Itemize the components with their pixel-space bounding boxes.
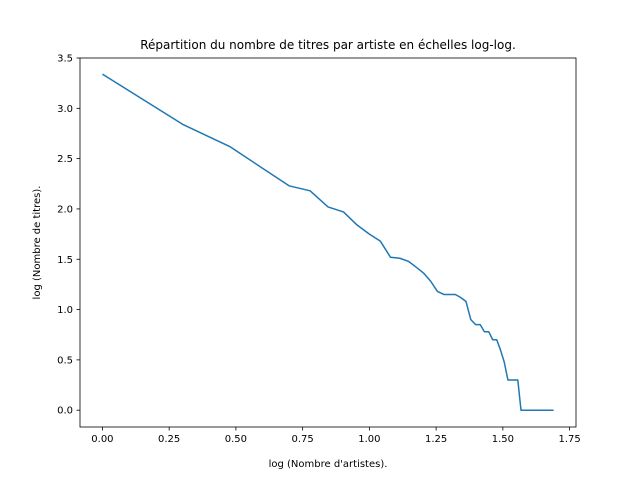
y-tick-label: 0.0 [57,406,73,417]
plot-frame [79,57,577,428]
y-axis: 0.0 0.5 1.0 1.5 2.0 2.5 3.0 3.5 [57,54,80,417]
y-axis-label: log (Nombre de titres). [32,186,43,300]
series-line [102,73,554,411]
y-tick-label: 3.5 [57,54,73,65]
y-tick-label: 0.5 [57,355,73,366]
chart-title: Répartition du nombre de titres par arti… [140,38,516,52]
x-tick-label: 1.25 [425,434,447,445]
x-tick-label: 0.25 [158,434,180,445]
x-tick-label: 1.00 [358,434,380,445]
x-tick-label: 0.75 [292,434,314,445]
x-tick-label: 0.00 [91,434,113,445]
x-axis: 0.00 0.25 0.50 0.75 1.00 1.25 1.50 1.75 [91,427,581,445]
x-tick-label: 1.75 [558,434,580,445]
x-tick-label: 0.50 [225,434,247,445]
y-tick-label: 2.5 [57,154,73,165]
x-tick-label: 1.50 [492,434,514,445]
y-tick-label: 3.0 [57,104,73,115]
y-tick-label: 1.0 [57,305,73,316]
x-axis-label: log (Nombre d'artistes). [269,459,388,470]
y-tick-label: 1.5 [57,255,73,266]
y-tick-label: 2.0 [57,204,73,215]
